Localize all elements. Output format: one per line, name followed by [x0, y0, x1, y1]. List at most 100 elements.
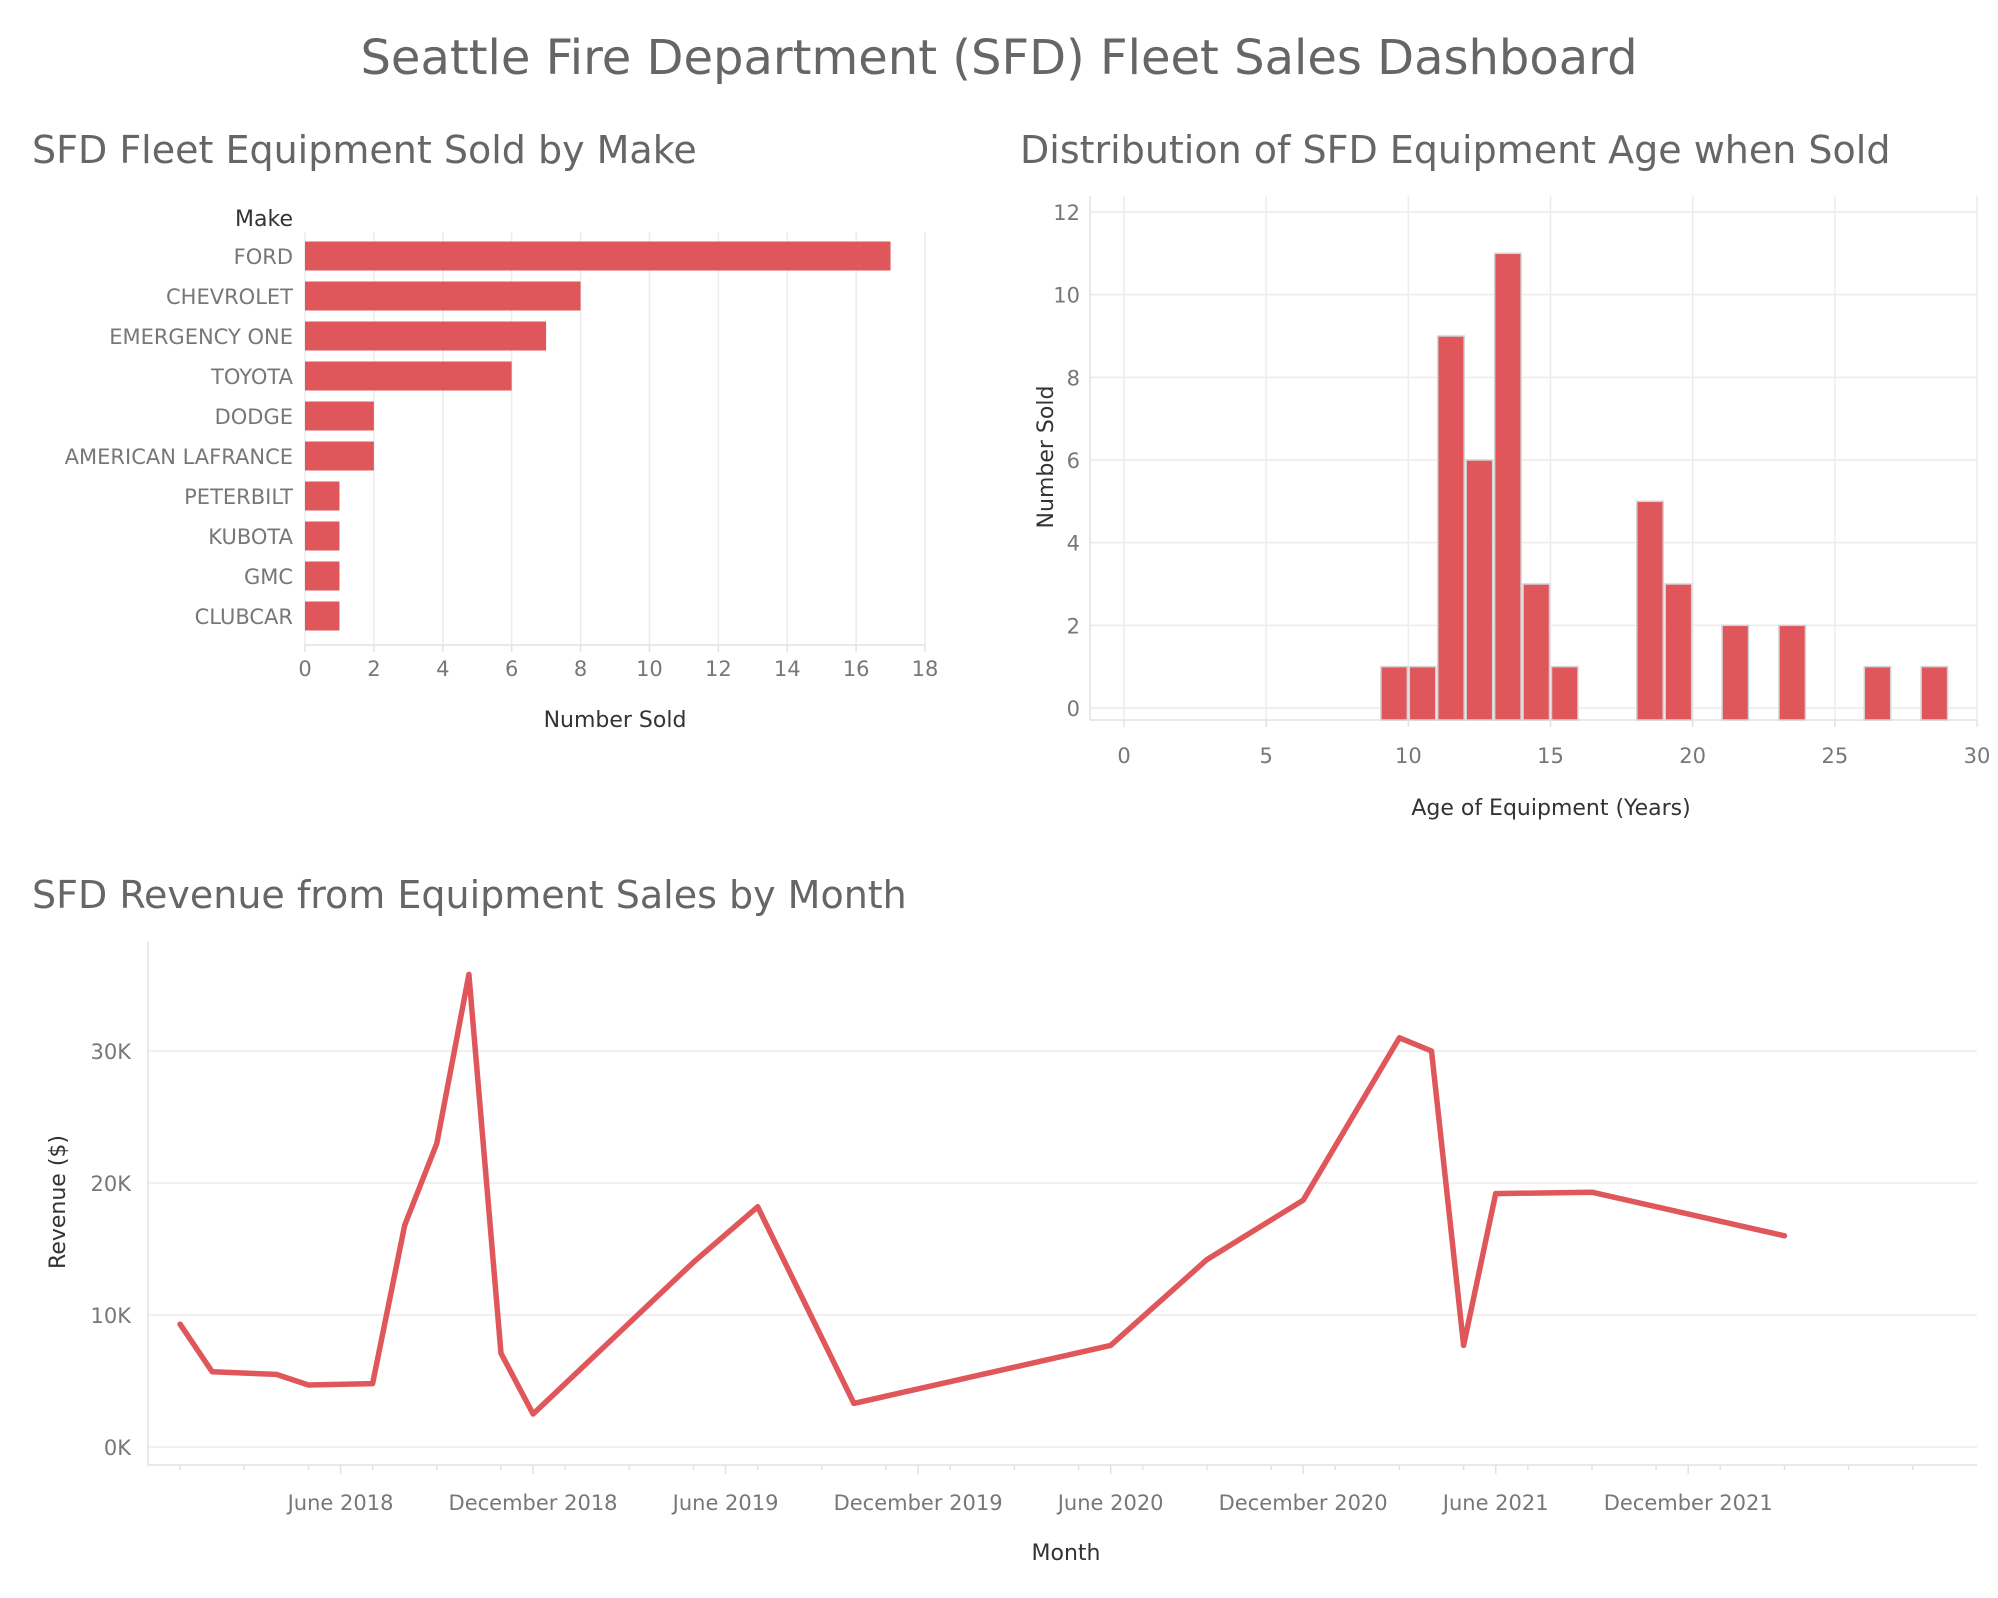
histogram-bar	[1863, 665, 1892, 721]
x-tick-label: 10	[636, 657, 663, 681]
data-point	[1589, 1189, 1595, 1195]
data-point	[851, 1400, 857, 1406]
data-point	[305, 1382, 311, 1388]
data-point	[209, 1369, 215, 1375]
bar	[305, 361, 512, 391]
x-tick-label: 0	[298, 657, 311, 681]
x-tick-label: 0	[1117, 744, 1130, 768]
y-tick-label: 0	[1067, 697, 1080, 721]
data-point	[1781, 1233, 1787, 1239]
data-point	[434, 1140, 440, 1146]
histogram-bar	[1493, 252, 1522, 721]
category-label: FORD	[234, 245, 293, 269]
y-axis-title: Revenue ($)	[46, 1135, 71, 1269]
data-point	[1429, 1048, 1435, 1054]
data-point	[273, 1371, 279, 1377]
y-tick-label: 12	[1053, 201, 1080, 225]
x-tick-label: 25	[1821, 744, 1848, 768]
x-tick-label: 15	[1537, 744, 1564, 768]
y-tick-label: 30K	[91, 1040, 133, 1064]
category-label: DODGE	[215, 405, 293, 429]
histogram-bar	[1636, 500, 1664, 721]
histogram-bar	[1522, 583, 1551, 721]
x-tick-label: 10	[1395, 744, 1422, 768]
data-point	[402, 1222, 408, 1228]
bar	[305, 601, 340, 631]
category-label: AMERICAN LAFRANCE	[65, 445, 293, 469]
bar	[305, 481, 340, 511]
data-point	[1461, 1342, 1467, 1348]
category-label: CHEVROLET	[166, 285, 293, 309]
x-tick-label: December 2019	[834, 1491, 1003, 1515]
category-label: CLUBCAR	[195, 605, 293, 629]
histogram-bar	[1550, 665, 1579, 721]
x-tick-label: 14	[774, 657, 801, 681]
y-tick-label: 10K	[91, 1304, 133, 1328]
x-tick-label: June 2019	[671, 1491, 779, 1515]
bar	[305, 401, 374, 431]
data-point	[1204, 1257, 1210, 1263]
data-point	[177, 1321, 183, 1327]
x-tick-label: December 2021	[1604, 1491, 1773, 1515]
data-point	[530, 1411, 536, 1417]
age-chart-title: Distribution of SFD Equipment Age when S…	[1020, 128, 1891, 172]
y-tick-label: 10	[1053, 284, 1080, 308]
category-label: KUBOTA	[208, 525, 293, 549]
x-axis-title: Month	[1032, 1541, 1101, 1566]
category-label: TOYOTA	[210, 365, 294, 389]
histogram-bar	[1437, 335, 1465, 721]
histogram-bar	[1465, 459, 1494, 721]
x-tick-label: 18	[912, 657, 939, 681]
x-axis-title: Age of Equipment (Years)	[1411, 796, 1690, 821]
x-tick-label: 5	[1259, 744, 1272, 768]
bar	[305, 561, 340, 591]
x-tick-label: 6	[505, 657, 518, 681]
histogram-bar	[1721, 624, 1750, 721]
x-tick-label: 20	[1679, 744, 1706, 768]
x-tick-label: December 2018	[449, 1491, 618, 1515]
histogram-bar	[1778, 624, 1807, 721]
x-tick-label: 4	[436, 657, 449, 681]
data-point	[1396, 1035, 1402, 1041]
x-tick-label: June 2018	[286, 1491, 394, 1515]
data-point	[498, 1350, 504, 1356]
bar	[305, 521, 340, 551]
make-chart-title: SFD Fleet Equipment Sold by Make	[32, 128, 697, 172]
x-axis-title: Number Sold	[544, 708, 687, 733]
data-point	[1300, 1197, 1306, 1203]
y-tick-label: 0K	[104, 1436, 132, 1460]
y-axis-title: Number Sold	[1034, 386, 1059, 529]
bar	[305, 241, 891, 271]
y-tick-label: 20K	[91, 1172, 133, 1196]
data-point	[1493, 1191, 1499, 1197]
x-tick-label: June 2021	[1441, 1491, 1549, 1515]
data-point	[755, 1204, 761, 1210]
y-tick-label: 4	[1067, 532, 1080, 556]
x-tick-label: 30	[1964, 744, 1991, 768]
dashboard-title: Seattle Fire Department (SFD) Fleet Sale…	[360, 30, 1638, 86]
revenue-chart-title: SFD Revenue from Equipment Sales by Mont…	[32, 873, 907, 917]
x-tick-label: 2	[367, 657, 380, 681]
y-tick-label: 6	[1067, 449, 1080, 473]
category-label: EMERGENCY ONE	[109, 325, 293, 349]
data-point	[370, 1381, 376, 1387]
bar	[305, 281, 581, 311]
histogram-bar	[1408, 665, 1437, 721]
y-tick-label: 2	[1067, 614, 1080, 638]
data-point	[690, 1259, 696, 1265]
x-tick-label: June 2020	[1056, 1491, 1164, 1515]
category-label: GMC	[244, 565, 293, 589]
x-tick-label: December 2020	[1219, 1491, 1388, 1515]
x-tick-label: 8	[574, 657, 587, 681]
x-tick-label: 12	[705, 657, 732, 681]
data-point	[1108, 1342, 1114, 1348]
histogram-bar	[1920, 665, 1949, 721]
category-label: PETERBILT	[184, 485, 293, 509]
histogram-bar	[1664, 583, 1693, 721]
bar	[305, 441, 374, 471]
y-tick-label: 8	[1067, 366, 1080, 390]
bar	[305, 321, 547, 351]
